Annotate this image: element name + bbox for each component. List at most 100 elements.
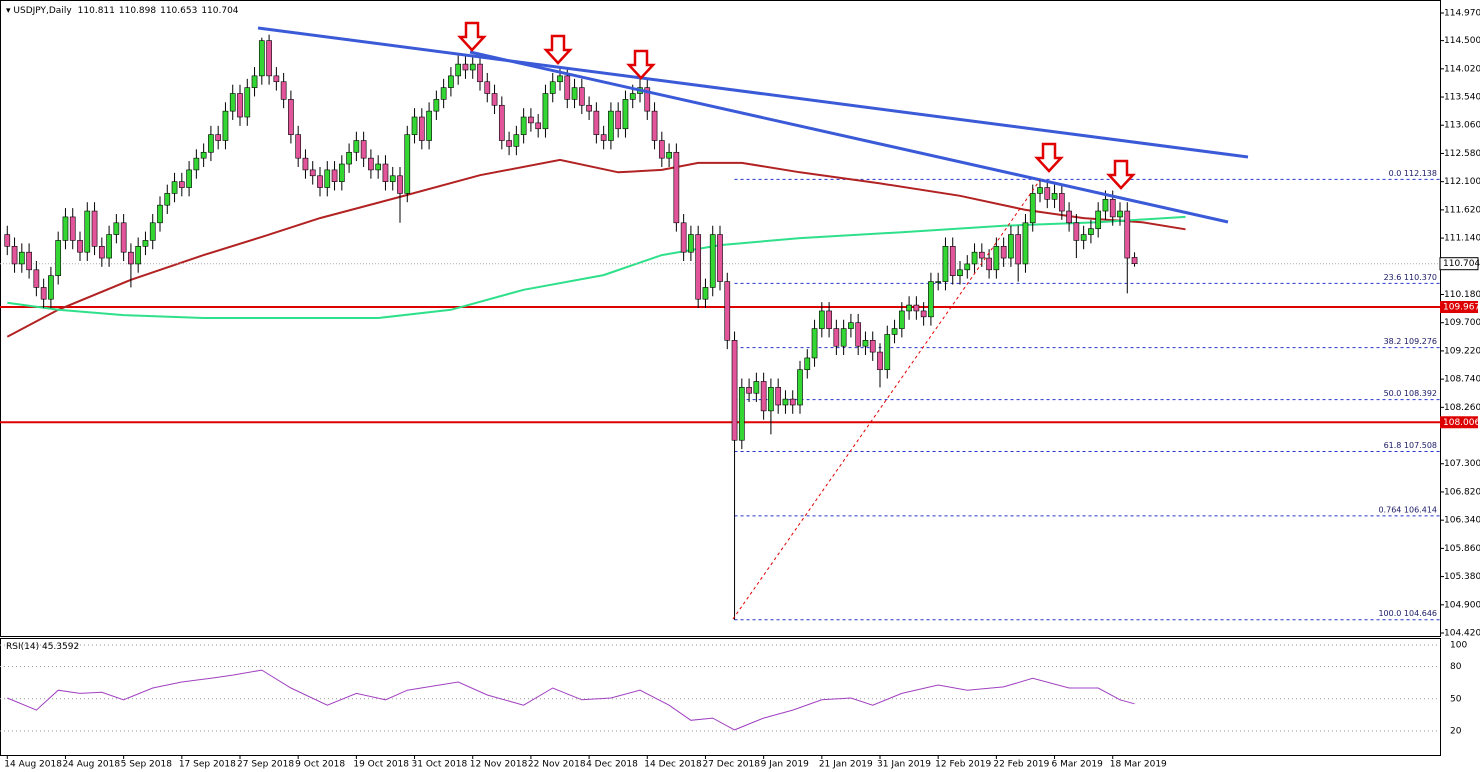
candle-body	[258, 40, 265, 77]
candle-body	[1131, 257, 1138, 264]
candle-body	[280, 81, 287, 100]
candle-body	[484, 81, 491, 94]
x-tick-label: 9 Jan 2019	[761, 760, 809, 770]
candle-body	[491, 93, 498, 106]
candle-body	[1029, 193, 1036, 224]
x-tick-label: 14 Aug 2018	[4, 760, 62, 770]
moving-average	[7, 215, 1186, 319]
fib-label: 38.2 109.276	[1384, 337, 1437, 346]
candle-body	[1044, 187, 1051, 200]
candle-body	[877, 351, 883, 371]
y-tick-label: 109.220	[1444, 346, 1480, 356]
candle-body	[295, 134, 302, 159]
x-tick-label: 19 Oct 2018	[353, 760, 409, 770]
candle-body	[753, 381, 760, 394]
candle-body	[557, 75, 563, 83]
candle-body	[98, 246, 105, 259]
candle-body	[1058, 193, 1065, 212]
candle-body	[717, 234, 723, 282]
candle-body	[746, 387, 752, 394]
candle-body	[55, 240, 62, 276]
candle-body	[1051, 193, 1058, 200]
y-tick-label: 108.740	[1444, 375, 1480, 385]
ohlc: 110.653	[160, 6, 197, 16]
candle-body	[673, 151, 680, 224]
candle-body	[389, 175, 396, 182]
candle-body	[1015, 234, 1022, 265]
candle-body	[91, 210, 98, 247]
candle-body	[411, 116, 418, 135]
fib-label: 100.0 104.646	[1378, 609, 1437, 618]
level-label: 109.967	[1443, 303, 1480, 313]
y-tick-label: 107.300	[1444, 459, 1480, 469]
candle-body	[142, 240, 149, 247]
candle-body	[818, 310, 825, 329]
candle-body	[149, 222, 156, 241]
candle-body	[462, 63, 469, 71]
fib-label: 61.8 107.508	[1384, 441, 1437, 450]
y-tick-label: 112.580	[1444, 149, 1480, 159]
candle-body	[658, 140, 665, 159]
fib-label: 50.0 108.392	[1384, 389, 1437, 398]
x-tick-label: 12 Nov 2018	[470, 760, 528, 770]
candle-body	[549, 81, 556, 94]
candle-body	[862, 340, 869, 347]
y-tick-label: 111.620	[1444, 205, 1480, 215]
candle-body	[208, 134, 214, 153]
y-tick-label: 111.140	[1444, 234, 1480, 244]
rsi-value: 45.3592	[42, 642, 79, 652]
candle-body	[1124, 210, 1131, 259]
candle-body	[433, 99, 440, 112]
candle-body	[709, 234, 716, 288]
candle-body	[833, 328, 840, 347]
y-tick-label: 104.420	[1444, 629, 1480, 639]
candle-body	[84, 210, 91, 253]
candle-body	[1037, 187, 1043, 194]
candle-body	[964, 263, 971, 271]
rsi-tick-label: 20	[1450, 727, 1462, 737]
candle-body	[593, 110, 600, 135]
candle-body	[578, 87, 585, 106]
candle-body	[724, 281, 731, 341]
candle-body	[775, 387, 782, 406]
candle-body	[353, 140, 360, 153]
rsi-pane	[0, 638, 1441, 756]
candle-body	[171, 181, 178, 194]
candle-body	[542, 93, 549, 130]
y-tick-label: 108.260	[1444, 403, 1480, 413]
candle-body	[186, 169, 192, 188]
trend-line	[257, 26, 1249, 159]
candle-body	[906, 304, 912, 312]
candle-body	[338, 163, 345, 182]
candle-body	[993, 246, 1000, 271]
candle-body	[135, 246, 142, 265]
candle-body	[69, 216, 76, 241]
candle-body	[375, 163, 382, 171]
candle-body	[33, 269, 40, 288]
candle-body	[702, 287, 709, 300]
candle-body	[731, 340, 738, 441]
candle-body	[455, 63, 462, 77]
candle-body	[564, 75, 571, 100]
candle-body	[957, 269, 963, 276]
rsi-header: RSI(14) 45.3592	[6, 642, 79, 652]
candle-body	[797, 369, 803, 406]
candle-body	[215, 134, 222, 141]
candle-body	[266, 40, 272, 77]
ohlc: 110.898	[119, 6, 156, 16]
fib-label: 0.0 112.138	[1389, 169, 1437, 178]
candle-body	[1073, 222, 1080, 241]
candle-body	[920, 310, 927, 318]
candle-body	[804, 357, 811, 371]
candle-body	[251, 75, 258, 88]
candle-body	[1000, 246, 1007, 259]
candle-body	[331, 169, 338, 182]
candle-body	[986, 257, 992, 271]
candle-body	[789, 398, 796, 406]
candle-body	[891, 328, 898, 335]
rsi-tick-label: 80	[1450, 662, 1462, 672]
candle-body	[448, 75, 454, 88]
rsi-tick-label: 50	[1450, 694, 1462, 704]
candle-body	[608, 110, 614, 141]
